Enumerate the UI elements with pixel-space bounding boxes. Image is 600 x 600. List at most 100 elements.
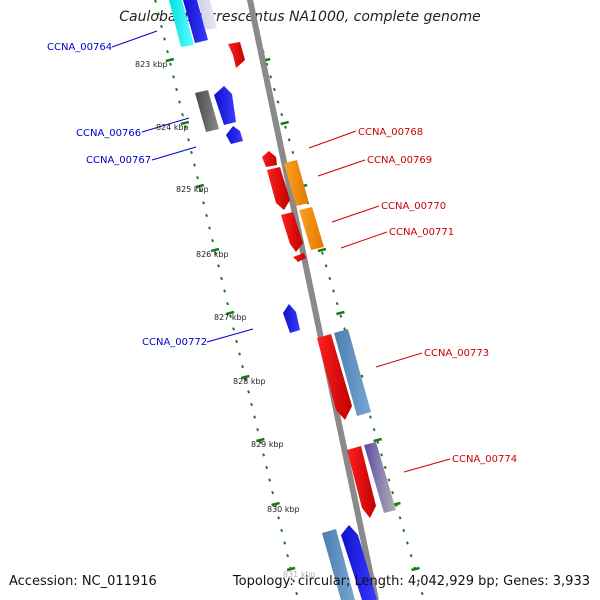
gene-label-ccna-00769[interactable]: CCNA_00769 [367,155,432,166]
gene-ccna-00771-feature[interactable] [293,253,306,262]
tick-label-831: 831 kbp [283,570,316,579]
genome-backbone [247,0,379,600]
gene-ccna-00766-arrow[interactable] [214,86,236,125]
gene-lilac-feature[interactable] [198,0,217,30]
minor-tick [276,100,280,104]
major-tick [271,501,280,507]
gene-ccna-00767-feature[interactable] [226,126,243,144]
minor-tick [190,150,193,155]
gene-label-ccna-00766[interactable]: CCNA_00766 [76,128,141,139]
minor-tick [169,62,172,66]
tick-label-830: 830 kbp [267,505,300,514]
genome-summary-text: Topology: circular; Length: 4,042,929 bp… [232,574,590,589]
minor-tick [271,491,275,495]
connector-ccna-00774 [403,458,451,473]
minor-tick [328,276,332,281]
gene-red-feature[interactable] [228,42,245,68]
minor-tick [247,390,251,394]
connector-ccna-00767 [151,146,197,161]
major-tick [241,374,250,380]
connector-ccna-00772 [206,328,254,343]
minor-tick [244,377,248,381]
minor-tick [220,276,223,281]
minor-tick [343,327,347,331]
minor-tick [217,264,220,268]
major-tick [280,120,289,126]
minor-tick [291,150,295,155]
minor-tick [193,163,196,167]
gene-label-ccna-00770[interactable]: CCNA_00770 [381,201,446,212]
gene-ccna-00766-feature[interactable] [195,90,219,132]
major-tick [411,566,420,572]
gene-ccna-00768-feature[interactable] [262,151,277,167]
gene-label-ccna-00768[interactable]: CCNA_00768 [358,127,423,138]
minor-tick [391,491,395,495]
minor-tick [262,453,266,457]
gene-ccna-00770-feature[interactable] [281,212,303,252]
gene-ccna-00773-steel[interactable] [334,329,371,416]
gene-ccna-00764-feature[interactable] [183,0,208,43]
minor-tick [163,37,166,41]
minor-tick [160,24,163,29]
gene-ccna-00770-orange[interactable] [299,207,324,250]
major-tick [165,57,175,63]
minor-tick [295,591,299,596]
minor-tick [286,554,290,558]
minor-tick [383,465,387,470]
minor-tick [265,465,269,470]
minor-tick [369,415,372,419]
minor-tick [380,453,383,457]
minor-tick [166,50,169,54]
gene-cyan-feature[interactable] [169,0,194,47]
minor-tick [387,478,391,482]
major-tick [195,183,205,189]
connector-ccna-00766 [141,117,190,133]
label-connectors [111,30,451,473]
major-tick [180,120,190,126]
tick-label-827: 827 kbp [214,313,247,322]
gene-ccna-00772-feature[interactable] [283,304,300,333]
minor-tick [256,428,260,432]
minor-tick [157,12,160,16]
gene-label-ccna-00774[interactable]: CCNA_00774 [452,454,517,465]
minor-tick [202,201,205,205]
gene-ccna-00769-orange[interactable] [284,160,309,206]
minor-tick [184,125,187,129]
minor-tick [324,264,328,268]
minor-tick [402,528,406,533]
minor-tick [268,478,272,482]
minor-tick [272,87,276,92]
minor-tick [269,75,273,79]
tick-label-829: 829 kbp [251,440,284,449]
minor-tick [196,176,199,180]
gene-label-ccna-00767[interactable]: CCNA_00767 [86,155,151,166]
tick-label-828: 828 kbp [233,377,266,386]
major-tick [317,247,327,253]
minor-tick [398,516,402,520]
minor-tick [283,541,287,545]
gene-ccna-00773-feature[interactable] [317,334,352,420]
minor-tick [332,289,335,293]
minor-tick [405,541,409,545]
gene-label-ccna-00773[interactable]: CCNA_00773 [424,348,489,359]
feature-layer [169,0,396,600]
minor-tick [199,188,202,192]
minor-tick [208,226,211,230]
minor-tick [226,302,230,306]
gene-ccna-00774-purple[interactable] [364,442,396,513]
minor-tick [265,62,269,66]
minor-tick [205,213,208,218]
gene-steel-bottom[interactable] [322,529,355,600]
connector-ccna-00768 [308,130,357,149]
major-tick [373,437,382,443]
gene-ccna-00769-feature[interactable] [267,167,290,210]
gene-label-ccna-00771[interactable]: CCNA_00771 [389,227,454,238]
minor-tick [253,415,257,419]
gene-blue-bottom[interactable] [341,525,377,600]
gene-label-ccna-00772[interactable]: CCNA_00772 [142,337,207,348]
minor-tick [232,327,236,331]
gene-ccna-00774-feature[interactable] [347,446,376,518]
gene-label-ccna-00764[interactable]: CCNA_00764 [47,42,112,53]
minor-tick [238,352,242,356]
